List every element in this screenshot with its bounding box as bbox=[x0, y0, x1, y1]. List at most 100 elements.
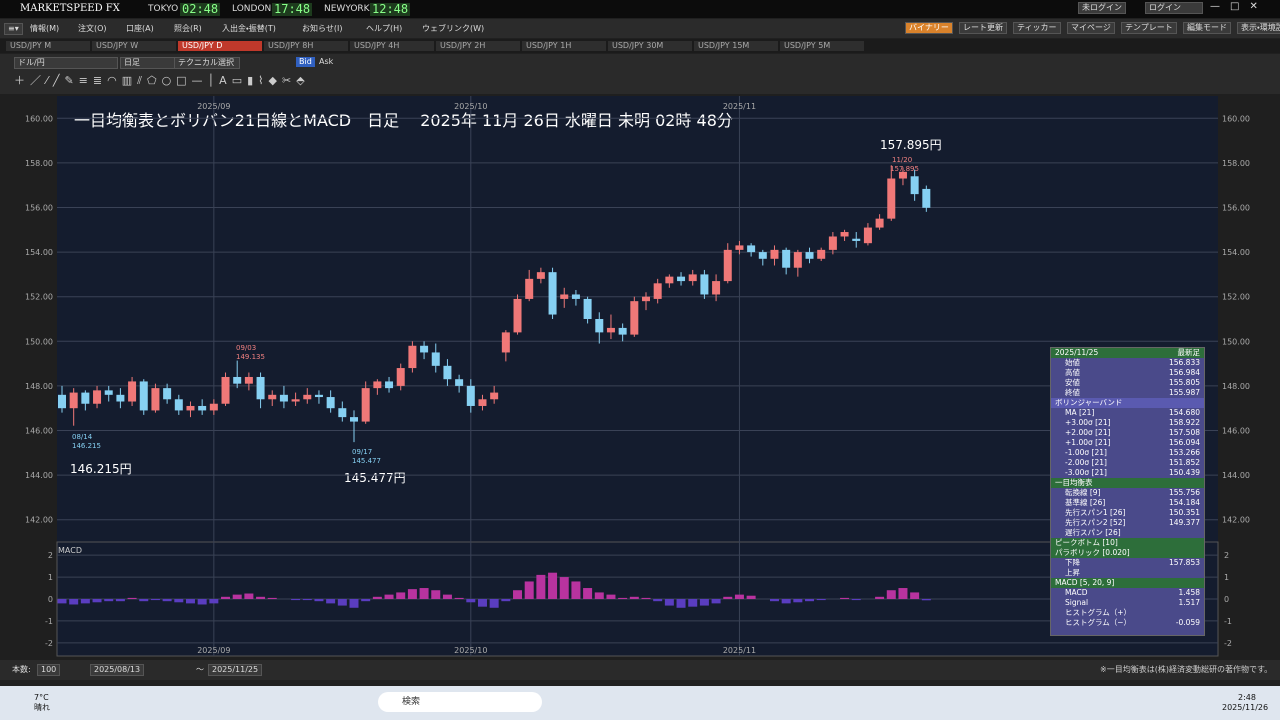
panel-label: -1.00σ [21] bbox=[1065, 448, 1107, 457]
y-tick-label: -2 bbox=[45, 639, 53, 648]
macd-histogram-bar bbox=[653, 599, 663, 602]
panel-row: +1.00σ [21] 156.094 bbox=[1051, 438, 1204, 448]
panel-value: 157.508 bbox=[1168, 428, 1200, 437]
menu-item[interactable]: 入出金・振替(T) bbox=[222, 24, 276, 33]
candle-body bbox=[116, 394, 125, 402]
menu-item[interactable]: 注文(O) bbox=[78, 24, 107, 33]
annotation: 157.895 bbox=[890, 165, 919, 173]
ask-button[interactable]: Ask bbox=[319, 57, 334, 66]
y-tick-label: 2 bbox=[48, 551, 53, 560]
candle-body bbox=[700, 274, 709, 295]
annotation: 157.895円 bbox=[880, 138, 942, 152]
to-date[interactable]: 2025/11/25 bbox=[208, 664, 263, 676]
candle-body bbox=[758, 252, 767, 259]
candle-body bbox=[606, 327, 615, 333]
panel-row: 基準線 [26] 154.184 bbox=[1051, 498, 1204, 508]
menu-button[interactable]: 表示・環境設定 bbox=[1237, 22, 1280, 34]
y-tick-label: 160.00 bbox=[1222, 114, 1250, 123]
window-controls[interactable]: — □ ✕ bbox=[1210, 1, 1258, 12]
menu-item[interactable]: ウェブリンク(W) bbox=[422, 24, 485, 33]
panel-label: Signal bbox=[1065, 598, 1089, 607]
panel-value: 155.805 bbox=[1168, 378, 1200, 387]
candle-body bbox=[793, 252, 802, 268]
candle-body bbox=[653, 283, 662, 299]
tab[interactable]: USD/JPY W bbox=[92, 41, 176, 51]
panel-row: 下降 157.853 bbox=[1051, 558, 1204, 568]
menu-button[interactable]: ティッカー bbox=[1013, 22, 1061, 34]
menu-button[interactable]: マイページ bbox=[1067, 22, 1115, 34]
candle-body bbox=[490, 392, 499, 400]
panel-row: MACD 1.458 bbox=[1051, 588, 1204, 598]
macd-histogram-bar bbox=[559, 577, 569, 599]
menu-item[interactable]: ヘルプ(H) bbox=[366, 24, 403, 33]
count-input[interactable]: 100 bbox=[37, 664, 61, 676]
clock-time: 02:48 bbox=[180, 2, 221, 16]
x-tick-label: 2025/11 bbox=[723, 646, 756, 655]
menu-item[interactable]: 照会(R) bbox=[174, 24, 202, 33]
candle-body bbox=[642, 296, 650, 302]
candle-body bbox=[501, 332, 510, 353]
candle-body bbox=[81, 392, 90, 404]
tab[interactable]: USD/JPY 15M bbox=[694, 41, 778, 51]
macd-histogram-bar bbox=[92, 599, 102, 603]
tab[interactable]: USD/JPY M bbox=[6, 41, 90, 51]
macd-histogram-bar bbox=[349, 599, 359, 608]
y-tick-label: 152.00 bbox=[1222, 293, 1250, 302]
technical-select[interactable]: テクニカル選択 bbox=[174, 57, 240, 69]
macd-histogram-bar bbox=[536, 574, 546, 599]
candle-body bbox=[817, 249, 826, 259]
candle-body bbox=[863, 227, 872, 244]
menu-item[interactable]: お知らせ(I) bbox=[302, 24, 343, 33]
menu-button[interactable]: テンプレート bbox=[1121, 22, 1177, 34]
from-date[interactable]: 2025/08/13 bbox=[90, 664, 145, 676]
tab[interactable]: USD/JPY 5M bbox=[780, 41, 864, 51]
tab[interactable]: USD/JPY 1H bbox=[522, 41, 606, 51]
clock: 2:48 bbox=[1238, 693, 1256, 702]
menu-item[interactable]: 口座(A) bbox=[126, 24, 154, 33]
macd-histogram-bar bbox=[781, 599, 791, 604]
candle-body bbox=[93, 390, 102, 404]
panel-value: 157.853 bbox=[1168, 558, 1200, 567]
panel-row: 遅行スパン [26] bbox=[1051, 528, 1204, 538]
candle-body bbox=[840, 232, 849, 237]
y-tick-label: 156.00 bbox=[1222, 204, 1250, 213]
tab[interactable]: USD/JPY 8H bbox=[264, 41, 348, 51]
panel-header: ボリンジャーバンド bbox=[1051, 398, 1204, 408]
tab[interactable]: USD/JPY 30M bbox=[608, 41, 692, 51]
y-tick-label: -1 bbox=[1224, 617, 1232, 626]
menu-button[interactable]: レート更新 bbox=[959, 22, 1007, 34]
panel-label: 先行スパン2 [52] bbox=[1065, 518, 1126, 527]
tab[interactable]: USD/JPY D bbox=[178, 41, 262, 51]
panel-label: ボリンジャーバンド bbox=[1055, 398, 1123, 407]
candle-body bbox=[431, 352, 440, 366]
search-box[interactable]: 検索 bbox=[378, 692, 542, 712]
menu-button[interactable]: バイナリー bbox=[905, 22, 953, 34]
macd-histogram-bar bbox=[302, 599, 312, 601]
login-button[interactable]: ログイン bbox=[1145, 2, 1203, 14]
drawing-tools[interactable]: ＋／⁄╱✎≡≣◠▥⫽⬠○□—│A▭▮⌇◆✂⬘ bbox=[14, 74, 310, 87]
y-tick-label: 2 bbox=[1224, 551, 1229, 560]
panel-row: 先行スパン1 [26] 150.351 bbox=[1051, 508, 1204, 518]
y-tick-label: 158.00 bbox=[1222, 159, 1250, 168]
candle-body bbox=[466, 385, 475, 406]
brand: MARKETSPEED FX bbox=[20, 3, 120, 14]
candle-body bbox=[186, 405, 195, 411]
pair-select[interactable]: ドル/円 bbox=[14, 57, 118, 69]
macd-histogram-bar bbox=[840, 597, 850, 599]
menu-button[interactable]: 編集モード bbox=[1183, 22, 1231, 34]
tab[interactable]: USD/JPY 2H bbox=[436, 41, 520, 51]
panel-value: 150.351 bbox=[1168, 508, 1200, 517]
panel-header: 一目均衡表 bbox=[1051, 478, 1204, 488]
period-select[interactable]: 日足 bbox=[120, 57, 176, 69]
tab[interactable]: USD/JPY 4H bbox=[350, 41, 434, 51]
menu-item[interactable]: 情報(M) bbox=[30, 24, 60, 33]
menu-icon[interactable]: ≡▾ bbox=[4, 23, 23, 35]
candle-body bbox=[174, 399, 183, 411]
candle-body bbox=[723, 249, 732, 282]
panel-row: 始値 156.833 bbox=[1051, 358, 1204, 368]
bid-button[interactable]: Bid bbox=[296, 57, 315, 67]
candle-body bbox=[139, 381, 148, 411]
candle-body bbox=[875, 218, 884, 228]
panel-label: 転換線 [9] bbox=[1065, 488, 1101, 497]
macd-histogram-bar bbox=[501, 599, 511, 602]
